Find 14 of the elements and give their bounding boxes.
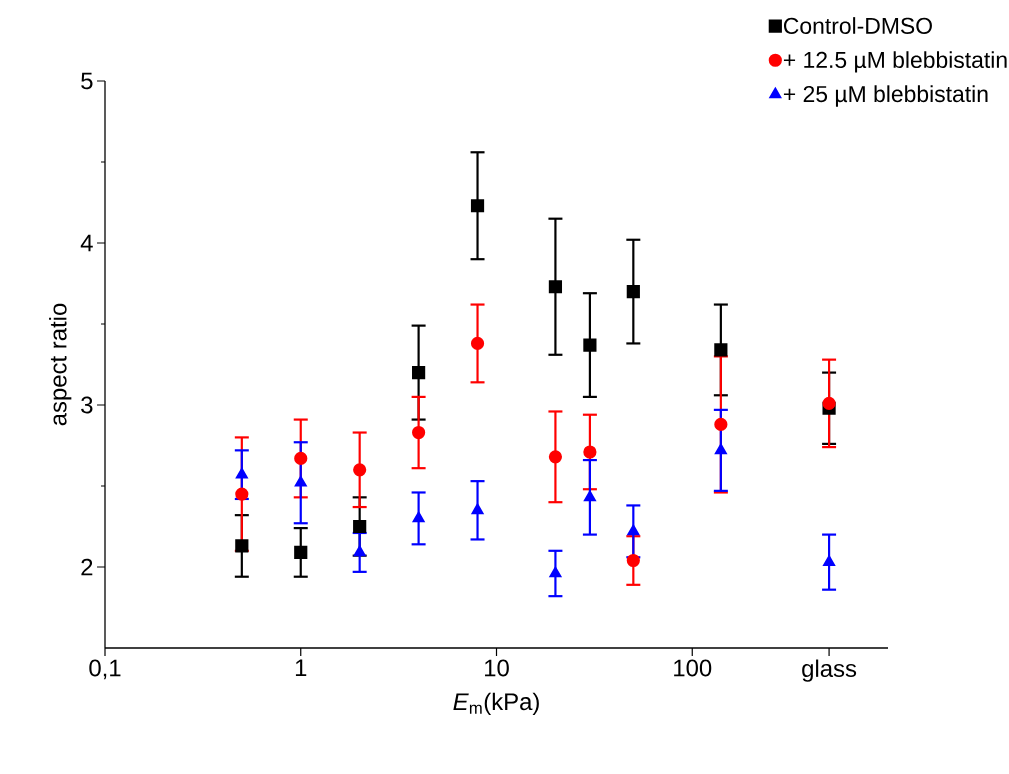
y-axis-title: aspect ratio [49, 303, 72, 426]
x-axis-title: E$_{m}$(kPa) [453, 692, 539, 715]
legend-label: + 12.5 µM blebbistatin [783, 51, 1007, 73]
legend-label: Control-DMSO [783, 17, 932, 34]
legend-label: + 25 µM blebbistatin [783, 85, 988, 107]
y-tick-label: 5 [81, 72, 93, 90]
y-tick-label: 4 [80, 234, 93, 252]
x-tick-label: 1 [295, 659, 307, 676]
x-tick-label: 0,1 [89, 659, 121, 680]
x-tick-label: glass [802, 659, 857, 682]
y-tick-label: 2 [81, 558, 93, 576]
x-tick-label: 100 [674, 659, 712, 677]
y-tick-label: 3 [81, 396, 93, 414]
x-tick-label: 10 [485, 659, 509, 677]
